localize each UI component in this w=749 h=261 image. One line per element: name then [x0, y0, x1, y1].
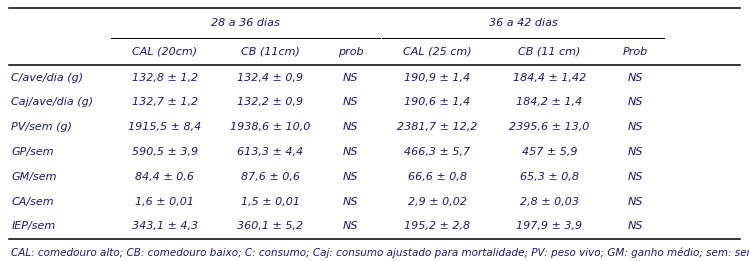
Text: NS: NS	[628, 221, 643, 232]
Text: 2395,6 ± 13,0: 2395,6 ± 13,0	[509, 122, 589, 132]
Text: NS: NS	[343, 221, 359, 232]
Text: NS: NS	[343, 122, 359, 132]
Text: 184,4 ± 1,42: 184,4 ± 1,42	[513, 73, 586, 83]
Text: prob: prob	[338, 46, 364, 57]
Text: 1915,5 ± 8,4: 1915,5 ± 8,4	[128, 122, 201, 132]
Text: 36 a 42 dias: 36 a 42 dias	[489, 18, 557, 28]
Text: 360,1 ± 5,2: 360,1 ± 5,2	[237, 221, 303, 232]
Text: 2,8 ± 0,03: 2,8 ± 0,03	[520, 197, 579, 207]
Text: Caj/ave/dia (g): Caj/ave/dia (g)	[11, 97, 94, 108]
Text: 66,6 ± 0,8: 66,6 ± 0,8	[407, 172, 467, 182]
Text: 87,6 ± 0,6: 87,6 ± 0,6	[241, 172, 300, 182]
Text: 132,8 ± 1,2: 132,8 ± 1,2	[132, 73, 198, 83]
Text: NS: NS	[628, 172, 643, 182]
Text: 466,3 ± 5,7: 466,3 ± 5,7	[404, 147, 470, 157]
Text: Prob: Prob	[623, 46, 648, 57]
Text: 1938,6 ± 10,0: 1938,6 ± 10,0	[230, 122, 311, 132]
Text: CA/sem: CA/sem	[11, 197, 54, 207]
Text: NS: NS	[628, 97, 643, 108]
Text: NS: NS	[628, 73, 643, 83]
Text: 190,9 ± 1,4: 190,9 ± 1,4	[404, 73, 470, 83]
Text: CAL (25 cm): CAL (25 cm)	[403, 46, 471, 57]
Text: CAL (20cm): CAL (20cm)	[133, 46, 197, 57]
Text: IEP/sem: IEP/sem	[11, 221, 55, 232]
Text: CAL: comedouro alto; CB: comedouro baixo; C: consumo; Caj: consumo ajustado para: CAL: comedouro alto; CB: comedouro baixo…	[11, 248, 749, 258]
Text: 132,2 ± 0,9: 132,2 ± 0,9	[237, 97, 303, 108]
Text: GM/sem: GM/sem	[11, 172, 57, 182]
Text: NS: NS	[628, 122, 643, 132]
Text: NS: NS	[343, 97, 359, 108]
Text: NS: NS	[343, 73, 359, 83]
Text: 1,5 ± 0,01: 1,5 ± 0,01	[241, 197, 300, 207]
Text: 65,3 ± 0,8: 65,3 ± 0,8	[520, 172, 579, 182]
Text: 343,1 ± 4,3: 343,1 ± 4,3	[132, 221, 198, 232]
Text: CB (11 cm): CB (11 cm)	[518, 46, 580, 57]
Text: NS: NS	[628, 147, 643, 157]
Text: 613,3 ± 4,4: 613,3 ± 4,4	[237, 147, 303, 157]
Text: 184,2 ± 1,4: 184,2 ± 1,4	[516, 97, 583, 108]
Text: NS: NS	[628, 197, 643, 207]
Text: PV/sem (g): PV/sem (g)	[11, 122, 72, 132]
Text: 2,9 ± 0,02: 2,9 ± 0,02	[407, 197, 467, 207]
Text: 195,2 ± 2,8: 195,2 ± 2,8	[404, 221, 470, 232]
Text: 28 a 36 dias: 28 a 36 dias	[211, 18, 279, 28]
Text: 190,6 ± 1,4: 190,6 ± 1,4	[404, 97, 470, 108]
Text: 1,6 ± 0,01: 1,6 ± 0,01	[136, 197, 194, 207]
Text: NS: NS	[343, 147, 359, 157]
Text: 457 ± 5,9: 457 ± 5,9	[521, 147, 577, 157]
Text: 197,9 ± 3,9: 197,9 ± 3,9	[516, 221, 583, 232]
Text: 132,4 ± 0,9: 132,4 ± 0,9	[237, 73, 303, 83]
Text: 132,7 ± 1,2: 132,7 ± 1,2	[132, 97, 198, 108]
Text: C/ave/dia (g): C/ave/dia (g)	[11, 73, 83, 83]
Text: GP/sem: GP/sem	[11, 147, 54, 157]
Text: NS: NS	[343, 172, 359, 182]
Text: 84,4 ± 0,6: 84,4 ± 0,6	[136, 172, 194, 182]
Text: 590,5 ± 3,9: 590,5 ± 3,9	[132, 147, 198, 157]
Text: NS: NS	[343, 197, 359, 207]
Text: CB (11cm): CB (11cm)	[241, 46, 300, 57]
Text: 2381,7 ± 12,2: 2381,7 ± 12,2	[397, 122, 477, 132]
